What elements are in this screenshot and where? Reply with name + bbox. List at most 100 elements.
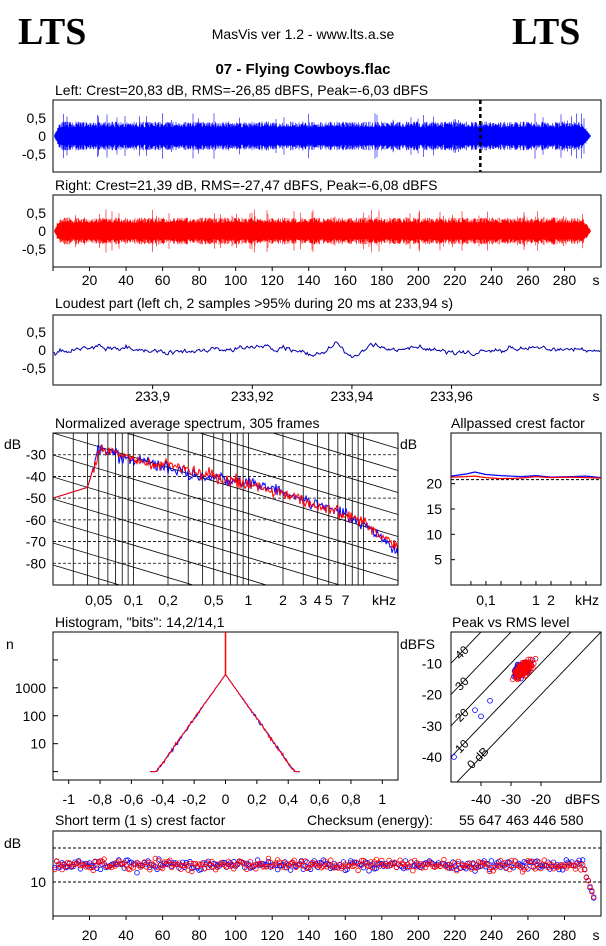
- shortterm-point: [136, 862, 142, 869]
- shortterm-point: [485, 862, 491, 868]
- shortterm-point: [589, 888, 595, 894]
- allpassed-ytick-label: 10: [426, 526, 442, 542]
- histogram-xtick-label: -0,8: [88, 791, 112, 807]
- spectrum-diagonal: [53, 542, 195, 585]
- shortterm-point: [384, 863, 390, 869]
- shortterm-point: [328, 857, 334, 863]
- spectrum-ytick-label: -80: [26, 555, 46, 571]
- shortterm-point: [523, 864, 529, 871]
- spectrum-chart: -30 -40 -50 -60 -70 -80 0,05 0,1 0,2 0,5 1 2 3 4 5 7 kH…: [26, 323, 399, 608]
- shortterm-point: [466, 860, 473, 866]
- shortterm-point: [366, 868, 372, 874]
- shortterm-point: [253, 866, 259, 872]
- shortterm-point: [192, 861, 199, 867]
- histogram-xtick-label: -0,6: [119, 791, 143, 807]
- histogram-ytick-label: 100: [23, 708, 47, 724]
- shortterm-point: [585, 877, 591, 884]
- histogram-title: Histogram, "bits": 14,2/14,1: [55, 614, 225, 630]
- shortterm-point: [156, 856, 162, 862]
- left-ytick: 0: [38, 128, 46, 144]
- right-waveform-title: Right: Crest=21,39 dB, RMS=-27,47 dBFS, …: [55, 177, 437, 193]
- spectrum-diagonal: [198, 433, 398, 493]
- left-ytick: -0,5: [22, 146, 46, 162]
- right-xtick-label: 40: [118, 272, 134, 288]
- spectrum-xtick-label: 0,1: [124, 592, 144, 608]
- shortterm-point: [273, 860, 279, 866]
- shortterm-point: [145, 859, 151, 866]
- allpassed-series-left: [450, 471, 602, 479]
- peakrms-ytick-label: -40: [422, 749, 442, 765]
- peakrms-ytick-label: -20: [422, 687, 442, 703]
- shortterm-point: [587, 883, 593, 890]
- shortterm-point: [176, 860, 182, 866]
- spectrum-diagonal: [53, 454, 398, 559]
- right-ytick: 0,5: [27, 205, 47, 221]
- shortterm-point: [448, 863, 454, 869]
- allpassed-xtick-label: 0,1: [476, 592, 496, 608]
- shortterm-xtick-label: 160: [334, 927, 358, 943]
- shortterm-point: [167, 857, 173, 863]
- histogram-xtick-label: 0,4: [278, 791, 298, 807]
- shortterm-point: [386, 857, 392, 864]
- checksum-value: 55 647 463 446 580: [459, 812, 584, 828]
- shortterm-point: [527, 858, 533, 865]
- shortterm-ytick-label: 10: [30, 874, 46, 890]
- shortterm-point: [410, 868, 416, 874]
- shortterm-point: [556, 863, 562, 869]
- shortterm-point: [421, 861, 427, 868]
- right-xtick-label: 20: [82, 272, 98, 288]
- right-xtick-label: 280: [553, 272, 577, 288]
- spectrum-xtick-label: 4: [314, 592, 322, 608]
- spectrum-series-right: [53, 444, 398, 550]
- shortterm-point: [441, 856, 447, 863]
- shortterm-point: [539, 861, 546, 868]
- loudest-ytick: 0,5: [27, 324, 47, 340]
- spectrum-xtick-label: 2: [279, 592, 287, 608]
- shortterm-point: [262, 863, 268, 870]
- right-waveform-trace: [54, 209, 591, 253]
- shortterm-point: [561, 862, 568, 868]
- allpassed-ylabel: dB: [400, 436, 417, 452]
- loudest-xtick-label: 233,9: [135, 388, 170, 404]
- shortterm-point: [143, 864, 149, 870]
- shortterm-point: [97, 866, 104, 873]
- shortterm-xtick-label: 140: [297, 927, 321, 943]
- shortterm-point: [532, 866, 538, 872]
- shortterm-point: [550, 866, 557, 872]
- shortterm-point: [366, 863, 372, 869]
- spectrum-xunit-label: kHz: [372, 592, 396, 608]
- spectrum-diagonal: [53, 323, 398, 427]
- shortterm-point: [580, 861, 586, 868]
- right-xtick-label: 60: [155, 272, 171, 288]
- shortterm-point: [159, 865, 166, 872]
- left-waveform-trace: [54, 113, 591, 159]
- peakrms-point: [509, 676, 516, 683]
- peakrms-point: [487, 697, 493, 704]
- shortterm-point: [189, 868, 195, 875]
- shortterm-point: [172, 861, 179, 868]
- allpassed-title: Allpassed crest factor: [451, 415, 585, 431]
- shortterm-point: [86, 864, 93, 871]
- shortterm-point: [269, 863, 275, 870]
- allpassed-series-right: [450, 475, 602, 480]
- shortterm-point: [474, 865, 480, 871]
- shortterm-point: [536, 859, 542, 865]
- spectrum-title: Normalized average spectrum, 305 frames: [55, 415, 320, 431]
- shortterm-point: [572, 866, 579, 872]
- shortterm-xtick-label: 240: [480, 927, 504, 943]
- histogram-ytick-label: 10: [30, 736, 46, 752]
- peakrms-point: [518, 670, 525, 676]
- shortterm-point: [61, 862, 67, 868]
- shortterm-point: [426, 859, 432, 865]
- spectrum-xtick-label: 7: [342, 592, 350, 608]
- spectrum-ytick-label: -70: [26, 534, 46, 550]
- right-waveform-path: [54, 209, 591, 253]
- histogram-xtick-label: 1: [378, 791, 386, 807]
- shortterm-point: [488, 865, 495, 871]
- peakrms-diagonal: [456, 632, 601, 782]
- histogram-ylabel: n: [6, 636, 14, 652]
- histogram-xtick-label: -0,2: [182, 791, 206, 807]
- shortterm-xtick-label: 180: [370, 927, 394, 943]
- shortterm-point: [152, 855, 158, 862]
- histogram-xtick-label: 0,6: [310, 791, 330, 807]
